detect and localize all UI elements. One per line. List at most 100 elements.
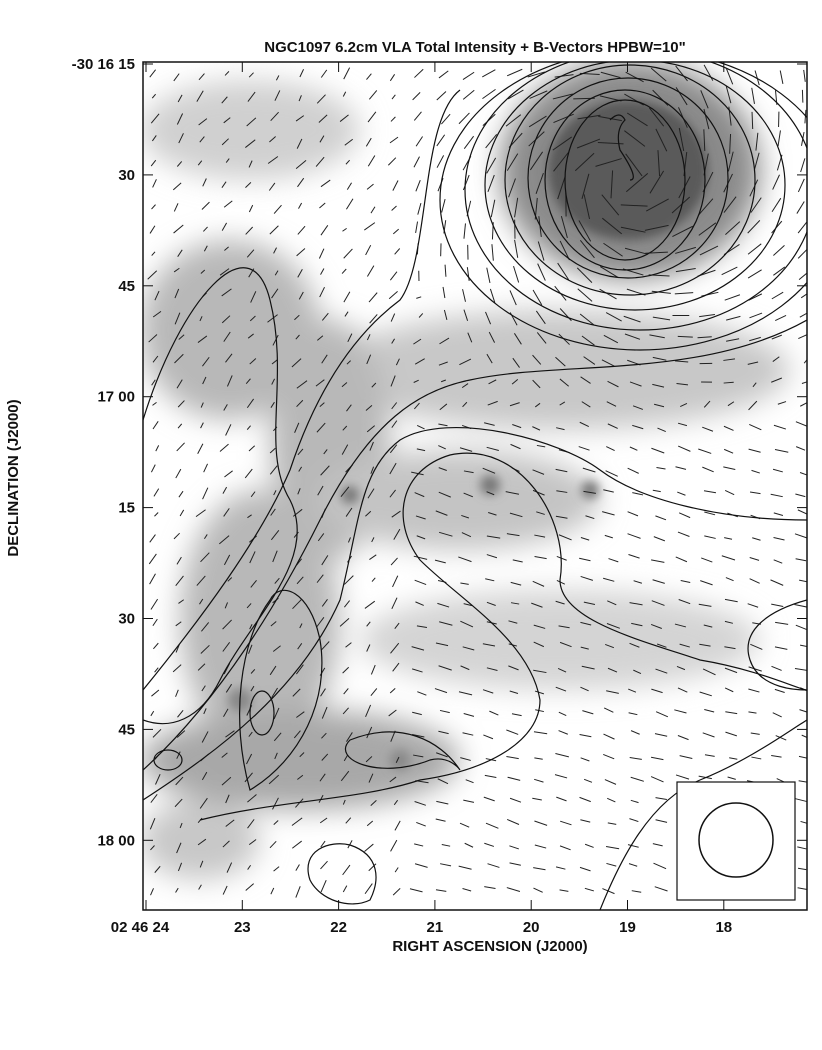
b-vector	[439, 403, 448, 411]
b-vector	[646, 198, 669, 212]
b-vector	[441, 113, 451, 125]
b-vector	[576, 138, 601, 149]
b-vector	[226, 862, 233, 873]
b-vector	[221, 288, 232, 297]
b-vector	[627, 467, 639, 474]
b-vector	[655, 819, 668, 823]
b-vector	[773, 266, 786, 276]
b-vector	[727, 776, 736, 780]
b-vector	[532, 354, 542, 365]
b-vector	[296, 248, 306, 257]
b-vector	[343, 575, 354, 585]
b-vector	[534, 555, 547, 560]
b-vector	[295, 159, 307, 170]
b-vector	[486, 601, 496, 606]
b-vector	[702, 668, 716, 676]
b-vector	[583, 356, 596, 365]
b-vector	[459, 822, 470, 828]
b-vector	[724, 537, 733, 540]
b-vector	[527, 71, 545, 78]
b-vector	[772, 174, 780, 190]
b-vector	[797, 248, 807, 259]
b-vector	[654, 403, 665, 408]
b-vector	[795, 446, 806, 451]
b-vector	[296, 399, 304, 408]
b-vector	[607, 822, 617, 825]
b-vector	[434, 688, 448, 694]
b-vector	[175, 468, 182, 479]
b-vector	[203, 708, 207, 715]
b-vector	[178, 599, 185, 604]
b-vector	[529, 90, 548, 99]
b-vector	[438, 531, 453, 537]
b-vector	[176, 442, 185, 452]
b-vector	[244, 772, 253, 783]
b-vector	[704, 754, 715, 757]
b-vector	[724, 598, 738, 603]
b-vector	[633, 669, 642, 675]
b-vector	[552, 136, 573, 151]
b-vector	[345, 507, 353, 517]
b-vector	[723, 196, 737, 213]
b-vector	[291, 817, 303, 826]
b-vector	[774, 449, 789, 453]
b-vector	[412, 92, 421, 101]
b-vector	[435, 889, 447, 892]
b-vector	[154, 865, 161, 873]
b-vector	[270, 401, 275, 408]
b-vector	[221, 776, 232, 786]
b-vector	[703, 400, 711, 408]
b-vector	[486, 667, 498, 671]
b-vector	[173, 203, 179, 212]
x-tick-label: 02 46 24	[111, 919, 170, 936]
b-vector	[435, 642, 449, 647]
b-vector	[154, 667, 159, 673]
b-vector	[605, 312, 622, 322]
b-vector	[533, 867, 546, 871]
b-vector	[250, 291, 257, 303]
b-vector	[249, 315, 256, 322]
b-vector	[197, 443, 204, 455]
b-vector	[274, 752, 278, 760]
b-vector	[535, 709, 544, 713]
b-vector	[601, 359, 615, 367]
b-vector	[797, 178, 805, 193]
b-vector	[579, 313, 595, 326]
b-vector	[798, 272, 807, 280]
b-vector	[624, 130, 646, 147]
b-vector	[796, 201, 805, 214]
b-vector	[250, 685, 255, 692]
b-vector	[537, 241, 545, 261]
b-vector	[698, 603, 712, 607]
b-vector	[657, 150, 661, 177]
b-vector	[321, 555, 329, 566]
b-vector	[295, 864, 300, 871]
b-vector	[342, 885, 348, 893]
b-vector	[584, 843, 594, 848]
b-vector	[177, 94, 183, 103]
b-vector	[799, 709, 807, 713]
b-vector	[627, 533, 641, 539]
b-vector	[773, 537, 785, 541]
b-vector	[628, 553, 640, 559]
b-vector	[532, 489, 545, 496]
b-vector	[294, 314, 300, 321]
b-vector	[674, 360, 689, 363]
b-vector	[443, 309, 448, 320]
b-vector	[248, 839, 257, 846]
intensity-map	[143, 62, 807, 910]
b-vector	[435, 818, 446, 822]
b-vector	[222, 619, 232, 630]
b-vector	[371, 577, 376, 582]
b-vector	[654, 733, 668, 737]
b-vector	[606, 446, 615, 452]
b-vector	[201, 685, 206, 692]
b-vector	[271, 288, 279, 299]
b-vector	[197, 335, 208, 343]
b-vector	[223, 404, 228, 411]
b-vector	[370, 664, 376, 675]
b-vector	[603, 242, 623, 257]
b-vector	[272, 550, 278, 563]
b-vector	[247, 864, 252, 870]
b-vector	[629, 757, 642, 760]
